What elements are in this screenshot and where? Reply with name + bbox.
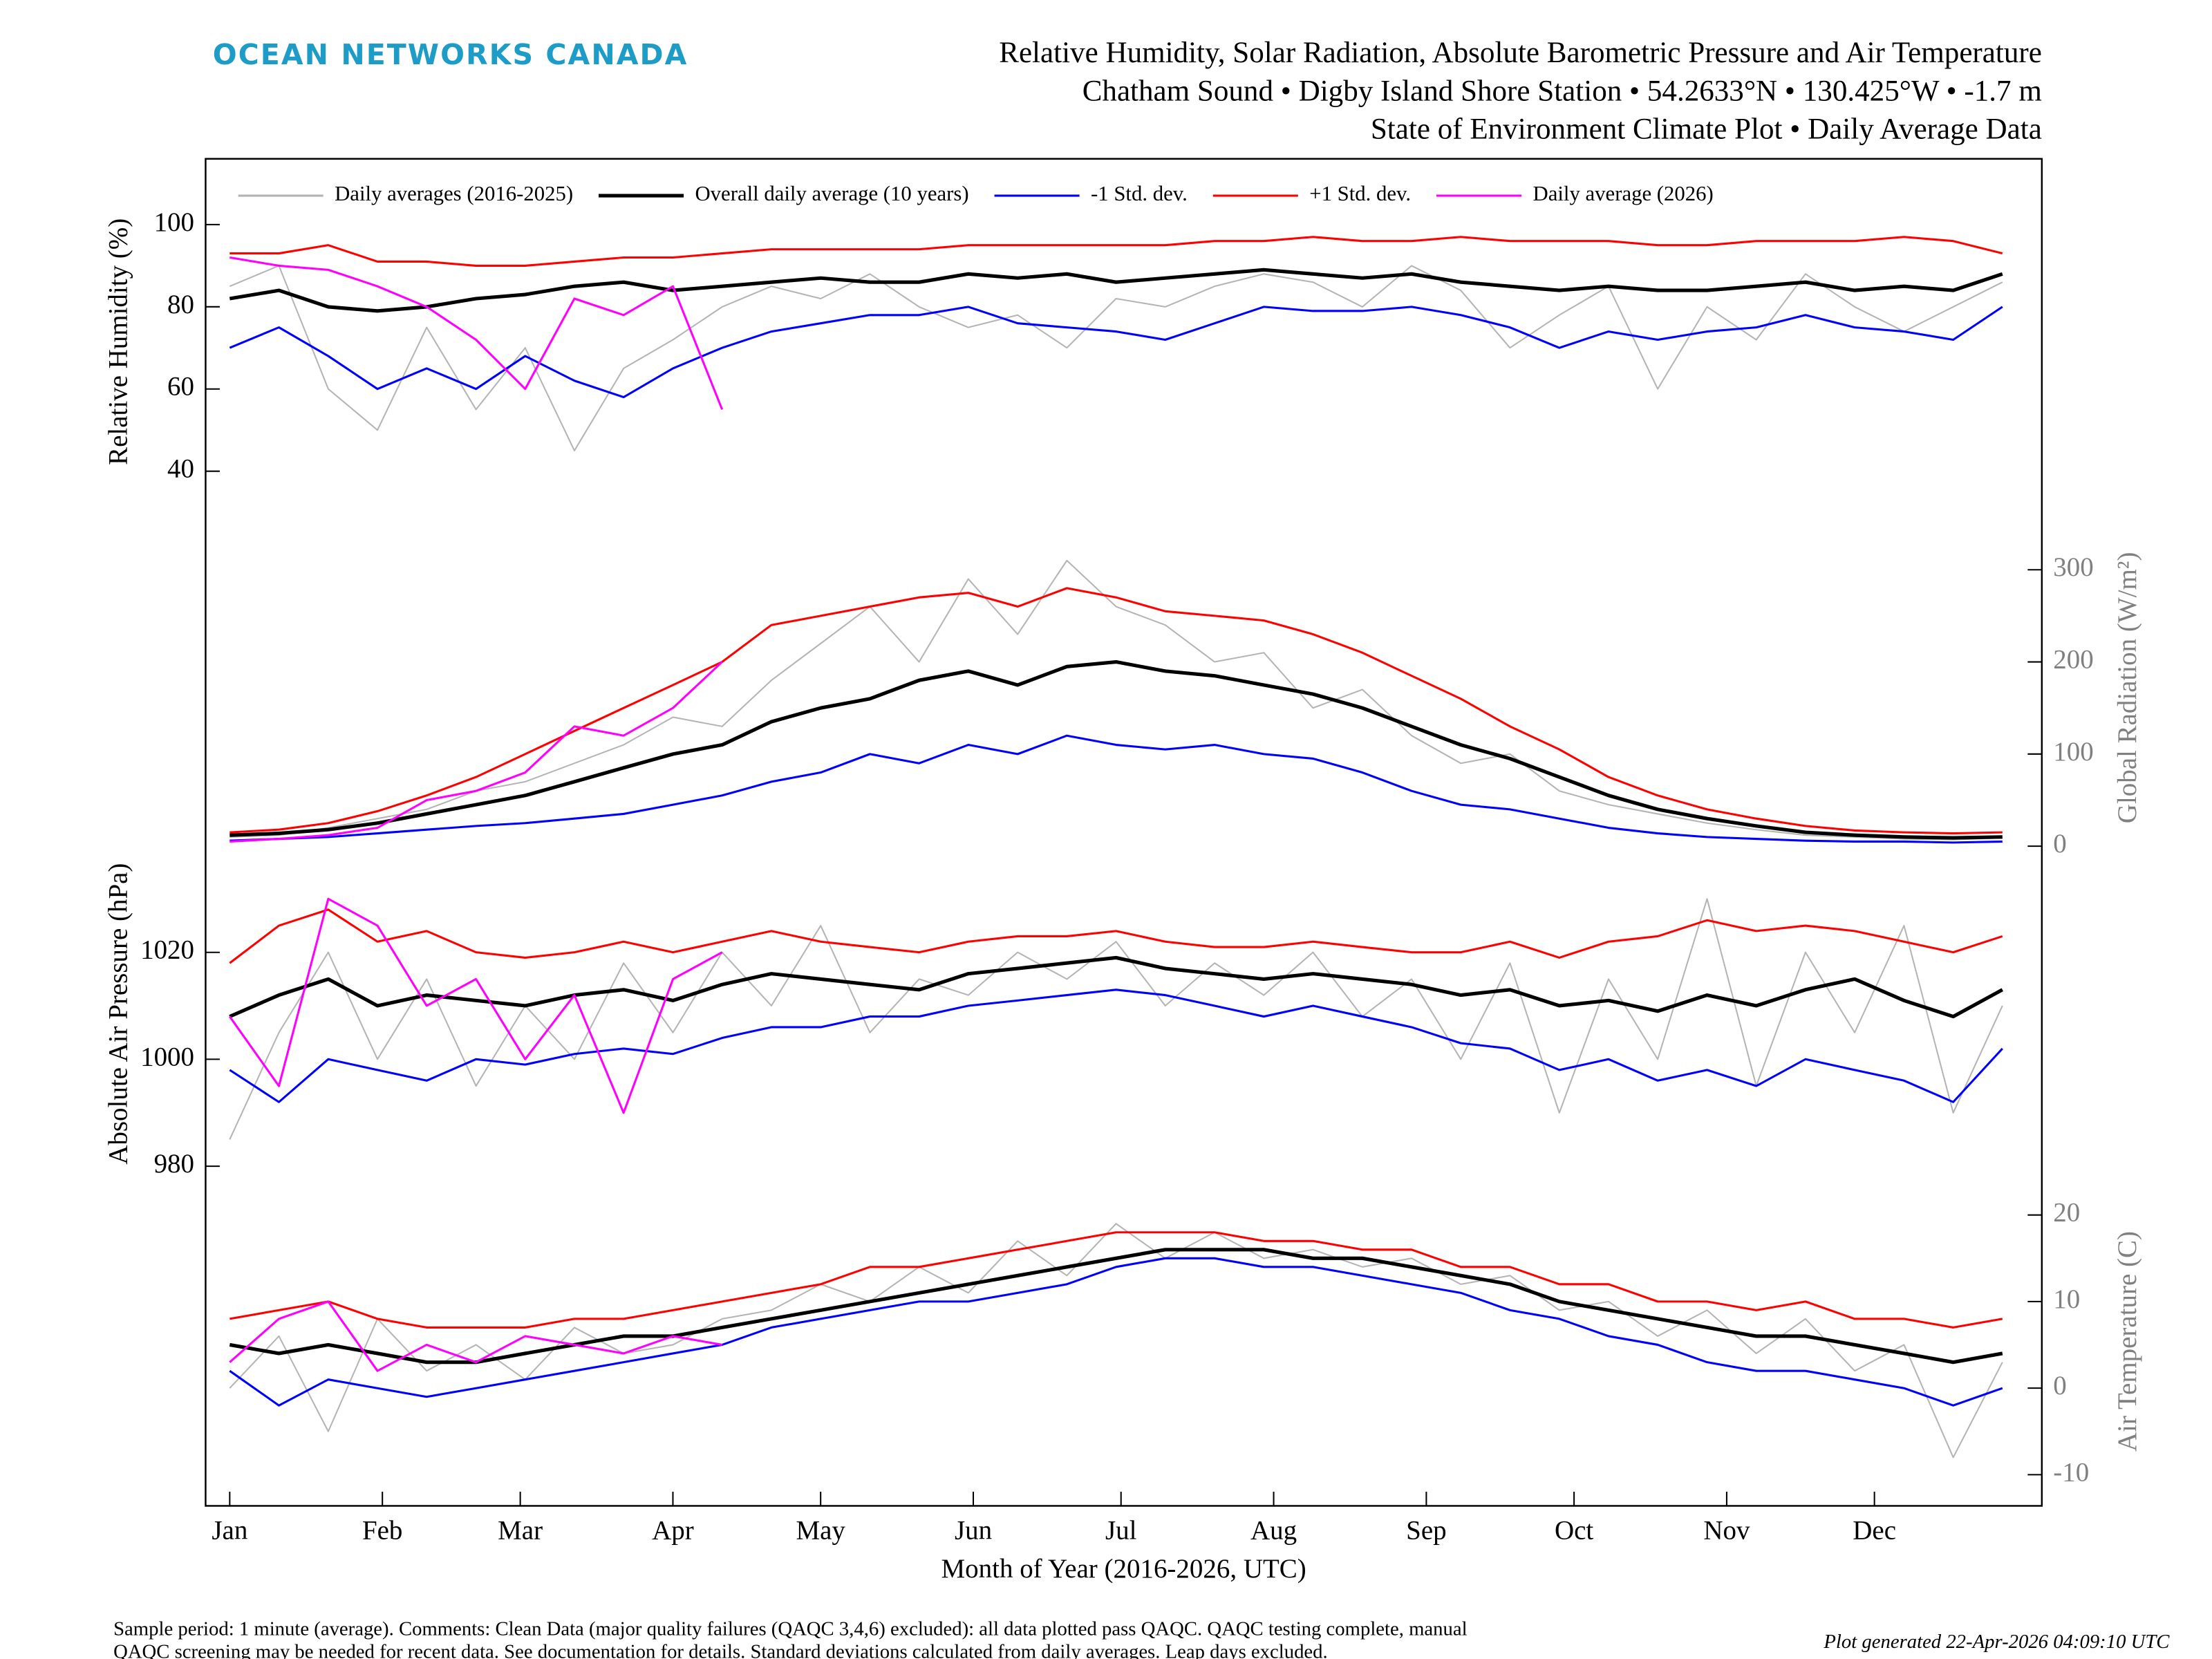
legend-label: Daily average (2026) <box>1533 182 1714 205</box>
legend-label: Overall daily average (10 years) <box>695 182 968 205</box>
series-line <box>229 661 723 843</box>
footer-note: QAQC screening may be needed for recent … <box>113 1640 1328 1659</box>
x-tick-label: Jun <box>955 1515 992 1545</box>
series-line <box>229 587 2003 835</box>
x-tick-label: Sep <box>1406 1515 1446 1545</box>
y-tick-label: 300 <box>2053 552 2093 582</box>
y-tick-label: 40 <box>167 454 194 484</box>
y-tick-label: -10 <box>2053 1457 2089 1487</box>
y-tick-label: 0 <box>2053 1371 2066 1400</box>
y-tick-label: 10 <box>2053 1284 2080 1314</box>
x-tick-label: May <box>796 1515 845 1545</box>
y-axis-label: Air Temperature (C) <box>2112 1231 2142 1452</box>
series-line <box>229 955 2004 1019</box>
y-tick-label: 20 <box>2053 1198 2080 1228</box>
series-line <box>229 1231 2003 1329</box>
legend-label: +1 Std. dev. <box>1309 182 1411 205</box>
series-line <box>229 268 2003 313</box>
x-tick-label: Aug <box>1250 1515 1297 1545</box>
series-line <box>229 897 723 1114</box>
x-tick-label: Apr <box>652 1515 694 1545</box>
y-tick-label: 980 <box>154 1149 194 1179</box>
y-tick-label: 80 <box>167 290 194 319</box>
series-line <box>229 236 2003 267</box>
title: Relative Humidity, Solar Radiation, Abso… <box>999 37 2042 69</box>
x-tick-label: Oct <box>1555 1515 1593 1545</box>
footer-note: Sample period: 1 minute (average). Comme… <box>113 1618 1468 1640</box>
series-line <box>229 1248 2003 1365</box>
series-line <box>229 559 2003 841</box>
title: State of Environment Climate Plot • Dail… <box>1371 113 2042 146</box>
generated: Plot generated 22-Apr-2026 04:09:10 UTC <box>1823 1631 2170 1653</box>
x-tick-label: Jul <box>1105 1515 1137 1545</box>
y-axis-label: Global Radiation (W/m²) <box>2112 552 2142 824</box>
series-line <box>229 1300 722 1372</box>
y-axis-label: Absolute Air Pressure (hPa) <box>103 863 133 1165</box>
title: Chatham Sound • Digby Island Shore Stati… <box>1082 75 2042 107</box>
y-tick-label: 200 <box>2053 644 2093 674</box>
x-tick-label: Nov <box>1703 1515 1750 1545</box>
logo: OCEAN NETWORKS CANADA <box>213 38 688 71</box>
legend-label: Daily averages (2016-2025) <box>335 182 573 205</box>
legend-label: -1 Std. dev. <box>1091 182 1188 205</box>
x-tick-label: Feb <box>362 1515 402 1545</box>
series-line <box>229 306 2003 399</box>
series-line <box>229 1257 2003 1407</box>
series-line <box>229 265 2003 451</box>
x-tick-label: Dec <box>1853 1515 1896 1545</box>
x-tick-label: Jan <box>212 1515 247 1545</box>
series-line <box>229 659 2003 840</box>
series-line <box>229 908 2003 964</box>
y-tick-label: 60 <box>167 372 194 402</box>
x-tick-label: Mar <box>498 1515 543 1545</box>
series-line <box>229 988 2003 1103</box>
y-tick-label: 1020 <box>140 935 194 965</box>
x-axis-label: Month of Year (2016-2026, UTC) <box>941 1554 1306 1584</box>
y-tick-label: 0 <box>2053 829 2066 859</box>
series-line <box>229 256 724 410</box>
series-line <box>229 734 2003 844</box>
y-tick-label: 1000 <box>140 1042 194 1071</box>
plot-frame <box>205 158 2043 1507</box>
y-tick-label: 100 <box>154 207 194 237</box>
y-axis-label: Relative Humidity (%) <box>103 218 133 465</box>
y-tick-label: 100 <box>2053 737 2093 767</box>
